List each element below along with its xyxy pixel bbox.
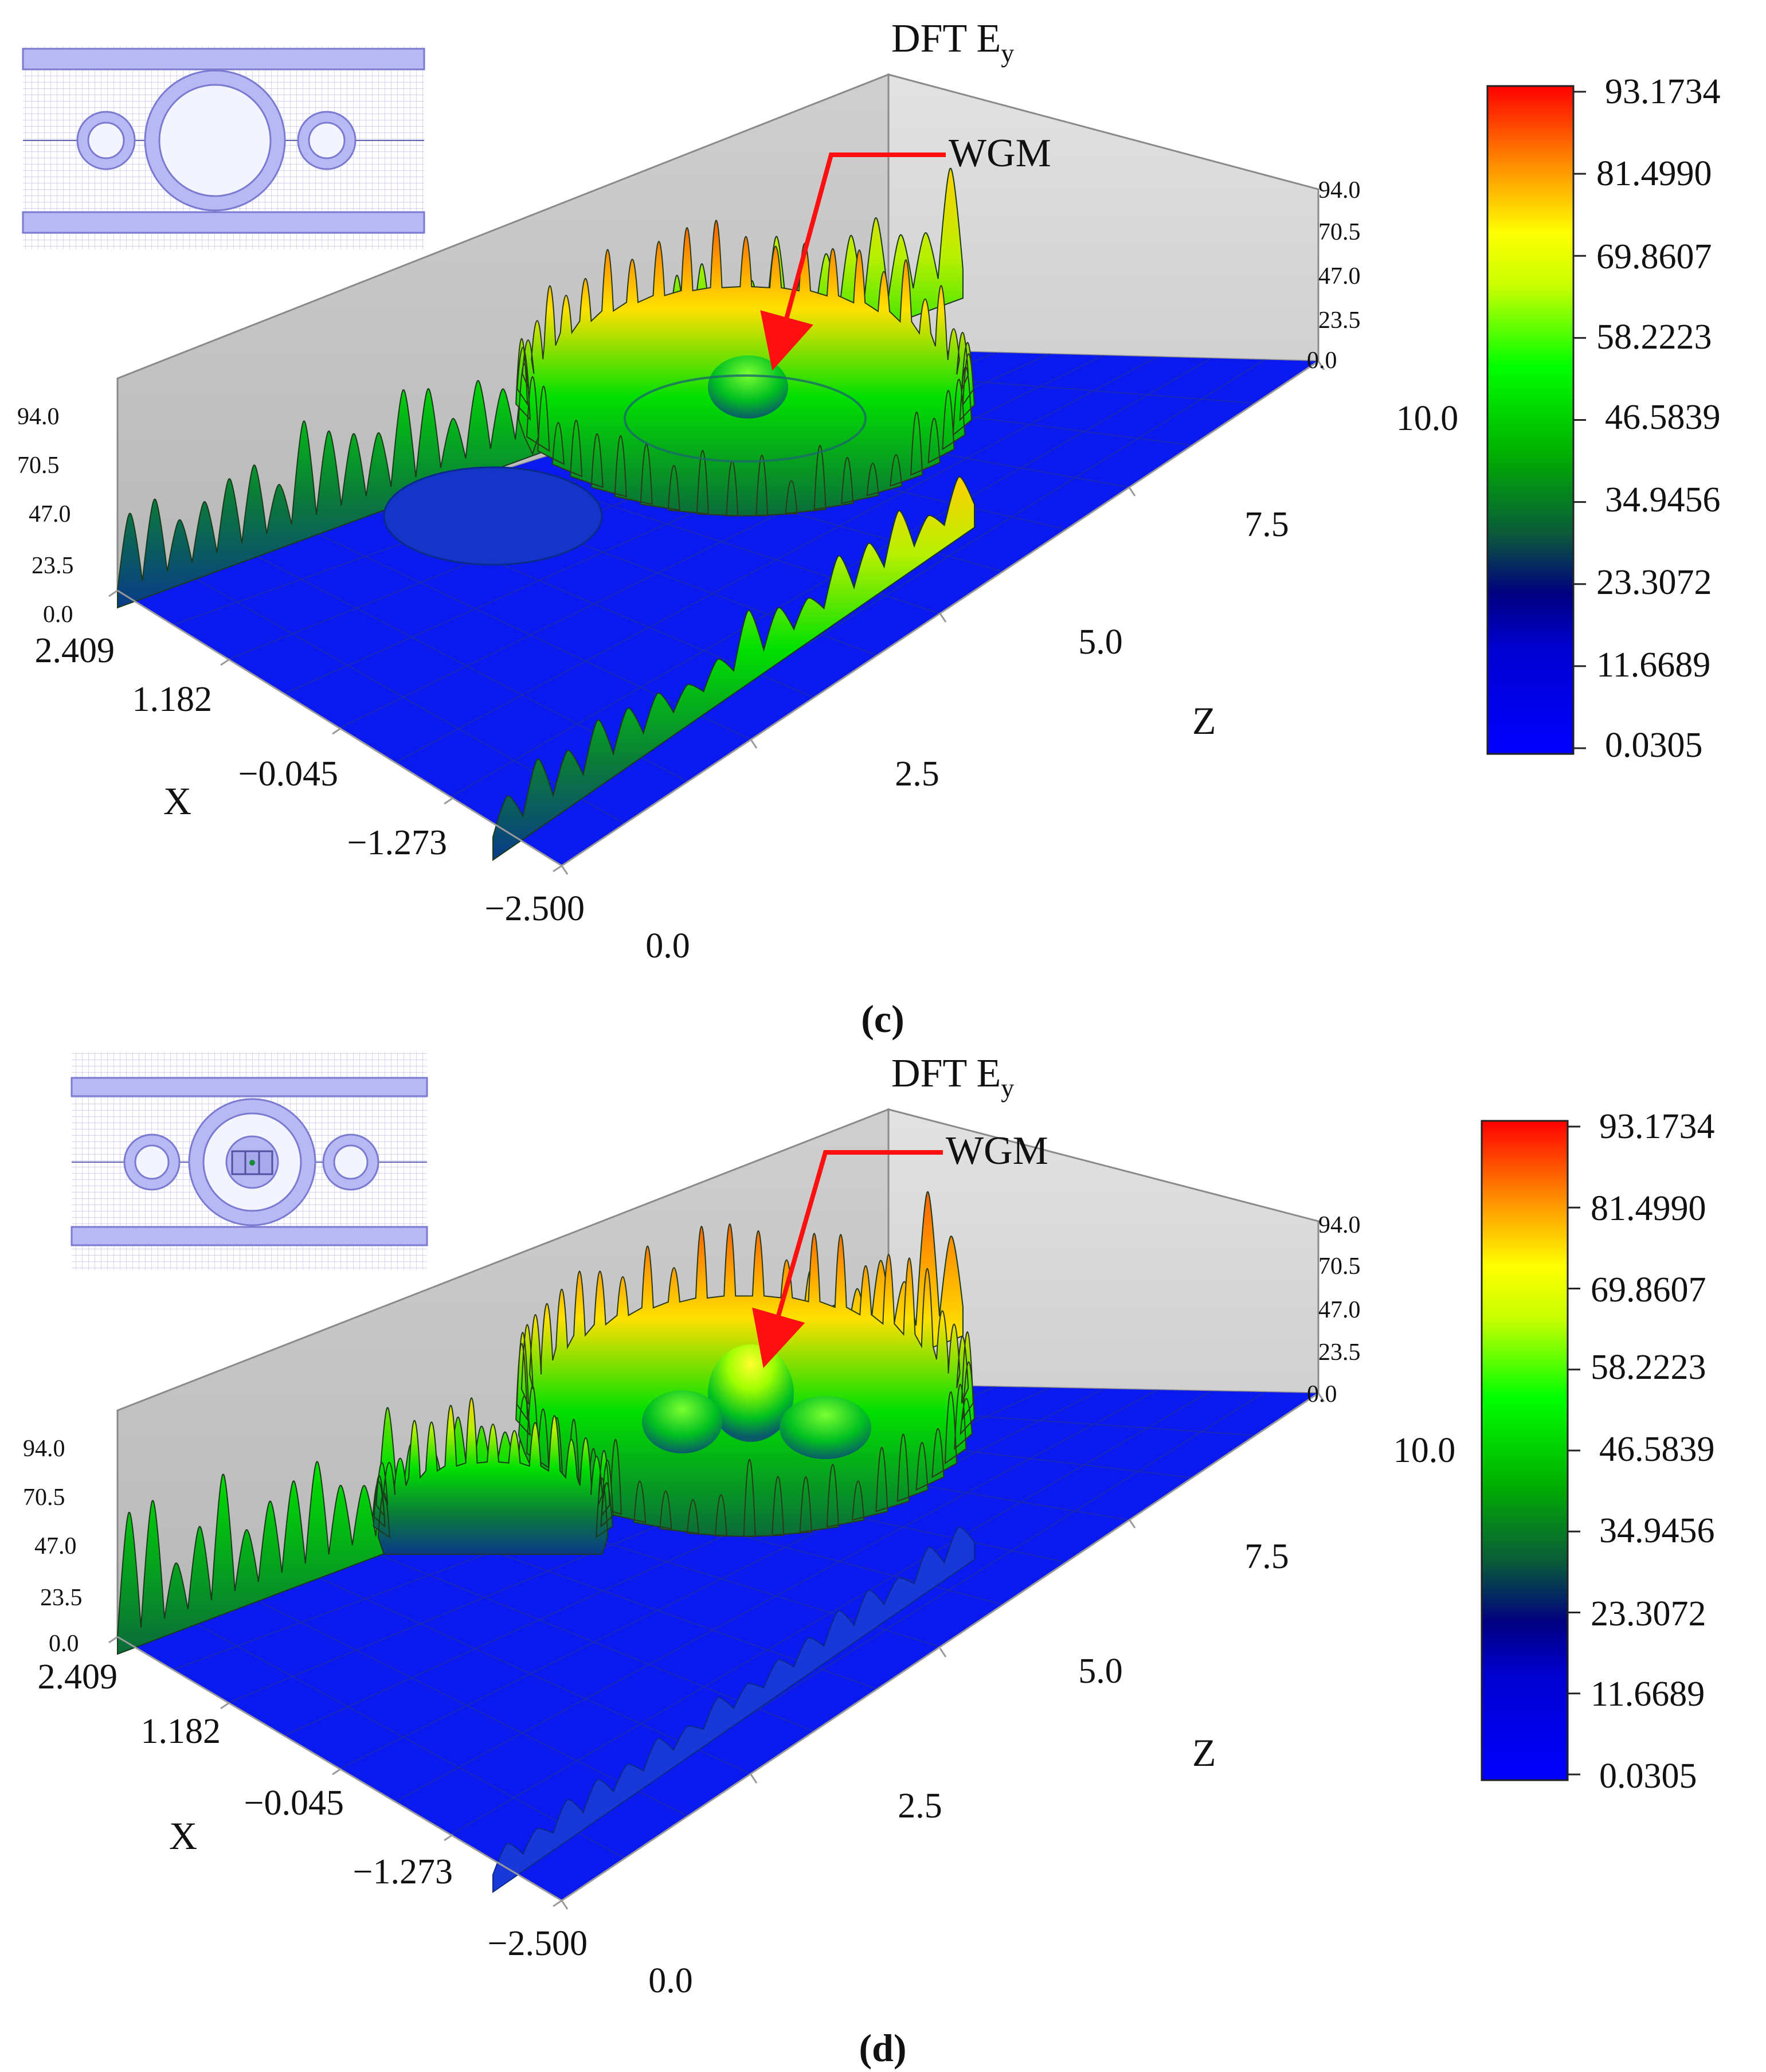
height-tick-label: 47.0 [1318,1297,1361,1323]
height-tick-label: 70.5 [1318,1253,1361,1280]
chart-title: DFT Ey [891,17,1014,68]
height-tick-label: 0.0 [1307,1381,1337,1408]
height-tick-label: 23.5 [1318,307,1361,334]
z-tick-label: 0.0 [645,926,690,965]
chart-title: DFT Ey [891,1051,1014,1103]
height-tick-label: 0.0 [1307,347,1337,374]
colorbar-label: 69.8607 [1591,1270,1706,1309]
x-tick-label: −1.273 [353,1852,453,1891]
z-axis-label: Z [1192,699,1216,742]
waveguide-top [22,48,425,71]
wgm-arrow [752,1150,943,1369]
panel-d: 2.409 1.182 −0.045 −1.273 −2.500 X 0.0 2… [23,1051,1715,2070]
wgm-dome [708,355,788,419]
colorbar-label: 93.1734 [1599,1107,1715,1146]
height-tick-label: 70.5 [17,452,60,479]
side-dome [642,1390,722,1453]
height-tick-label: 23.5 [1318,1339,1361,1366]
height-tick-label: 70.5 [1318,219,1361,245]
height-tick-label: 94.0 [1318,177,1361,204]
left-ring [383,466,603,566]
colorbar-label: 11.6689 [1591,1675,1705,1714]
colorbar-label: 69.8607 [1596,237,1712,276]
z-tick-label: 2.5 [895,754,939,793]
panel-c: 2.409 1.182 −0.045 −1.273 −2.500 X 0.0 2… [17,17,1721,1041]
z-tick-label: 7.5 [1244,505,1289,544]
x-tick-label: −0.045 [238,754,338,793]
height-tick-label: 0.0 [49,1631,79,1657]
colorbar-label: 81.4990 [1591,1189,1706,1228]
surface-floor [118,1385,1318,1901]
height-tick-label: 94.0 [17,404,60,430]
z-ticks [561,1393,1325,1910]
colorbar-label: 46.5839 [1599,1430,1715,1469]
surface-floor [118,350,1318,866]
device-inset [71,1052,428,1270]
waveguide-ridge-bottom [492,1526,975,1893]
z-tick-label: 0.0 [648,1961,693,2000]
x-tick-label: 1.182 [141,1712,221,1751]
z-tick-label: 10.0 [1393,1431,1456,1470]
height-tick-label: 0.0 [43,601,73,628]
x-tick-label: −2.500 [485,889,585,928]
x-axis-label: X [169,1814,197,1858]
height-tick-label: 23.5 [32,553,74,579]
wgm-arrow [760,153,946,371]
wgm-dome [708,1344,794,1442]
x-tick-label: −1.273 [347,823,447,862]
wgm-annotation: WGM [946,1129,1048,1173]
x-ticks [108,589,562,873]
x-tick-label: 1.182 [132,680,213,719]
z-tick-label: 10.0 [1396,399,1459,438]
colorbar-label: 46.5839 [1605,398,1721,437]
height-tick-label: 47.0 [34,1533,77,1559]
z-axis-line [561,1392,1319,1902]
waveguide-bottom [71,1226,428,1246]
x-tick-label: 2.409 [35,631,115,670]
panel-caption: (c) [861,997,904,1041]
colorbar-label: 34.9456 [1599,1511,1715,1550]
colorbar-label: 93.1734 [1605,72,1721,111]
wgm-annotation: WGM [949,131,1051,175]
colorbar-label: 23.3072 [1596,563,1712,602]
z-ticks [561,361,1325,875]
colorbar-label: 0.0305 [1599,1757,1697,1796]
waveguide-ridge-bottom [492,476,975,861]
colorbar [1481,1120,1580,1781]
z-tick-label: 7.5 [1244,1537,1289,1576]
panel-caption: (d) [859,2026,906,2070]
z-tick-label: 5.0 [1078,1652,1123,1691]
side-dome [780,1396,871,1459]
colorbar-label: 23.3072 [1591,1594,1706,1633]
colorbar-label: 58.2223 [1591,1348,1706,1387]
z-tick-label: 5.0 [1078,623,1123,662]
height-tick-label: 23.5 [40,1585,83,1611]
x-ticks [108,1636,562,1907]
height-tick-label: 94.0 [1318,1212,1361,1238]
height-tick-label: 47.0 [1318,263,1361,290]
x-tick-label: −0.045 [244,1784,344,1823]
height-tick-label: 47.0 [29,501,71,527]
colorbar [1486,85,1586,755]
left-ring-peaks [372,1397,614,1555]
waveguide-bottom [22,211,425,234]
z-tick-label: 2.5 [898,1786,942,1825]
colorbar-label: 58.2223 [1596,318,1712,357]
colorbar-label: 0.0305 [1605,726,1703,765]
x-axis-label: X [163,779,191,823]
x-tick-label: −2.500 [488,1924,588,1963]
height-tick-label: 70.5 [23,1484,65,1511]
colorbar-label: 34.9456 [1605,480,1721,519]
height-tick-label: 94.0 [23,1436,65,1462]
waveguide-top [71,1077,428,1097]
x-tick-label: 2.409 [38,1657,118,1696]
z-axis-label: Z [1192,1731,1216,1774]
colorbar-label: 11.6689 [1596,646,1710,685]
colorbar-label: 81.4990 [1596,154,1712,193]
inner-ring [624,374,867,463]
device-inset [22,46,425,249]
